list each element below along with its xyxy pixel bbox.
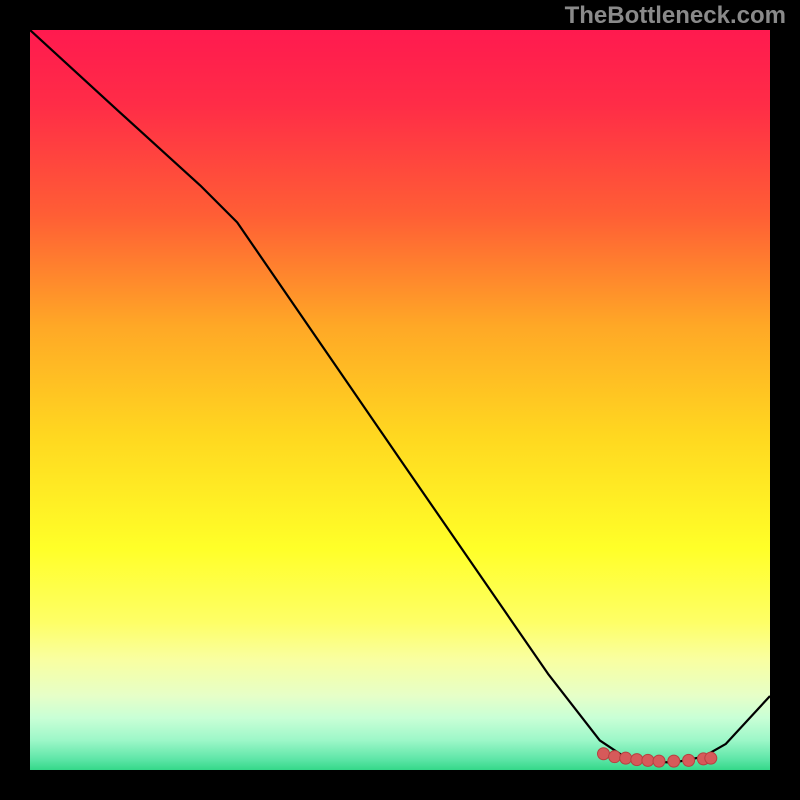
marker-dot: [653, 755, 665, 767]
marker-dot: [631, 754, 643, 766]
marker-dot: [705, 752, 717, 764]
plot-svg: [30, 30, 770, 770]
marker-dot: [683, 754, 695, 766]
watermark-text: TheBottleneck.com: [565, 2, 786, 30]
marker-dot: [620, 752, 632, 764]
marker-dot: [609, 751, 621, 763]
plot-background: [30, 30, 770, 770]
chart-frame: TheBottleneck.com: [0, 0, 800, 800]
marker-dot: [668, 755, 680, 767]
marker-dot: [598, 748, 610, 760]
marker-dot: [642, 754, 654, 766]
